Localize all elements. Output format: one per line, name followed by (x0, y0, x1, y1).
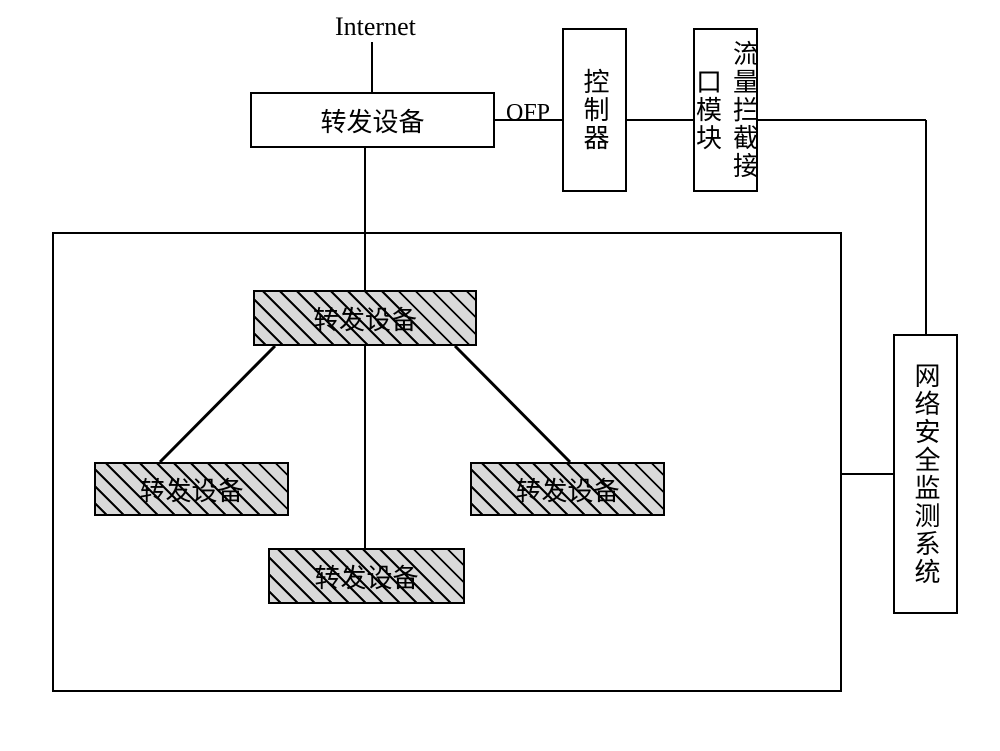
top-forwarding-label: 转发设备 (320, 102, 424, 139)
top-forwarding-device: 转发设备 (250, 92, 495, 148)
controller-label: 控制器 (576, 68, 613, 152)
traffic-intercept-label: 流量拦截接口模块 (689, 30, 763, 190)
right-forwarding-label: 转发设备 (515, 471, 619, 508)
traffic-intercept-module-box: 流量拦截接口模块 (693, 28, 758, 192)
mid-forwarding-device: 转发设备 (253, 290, 477, 346)
right-forwarding-device: 转发设备 (470, 462, 665, 516)
bottom-forwarding-device: 转发设备 (268, 548, 465, 604)
left-forwarding-label: 转发设备 (139, 471, 243, 508)
mid-forwarding-label: 转发设备 (313, 300, 417, 337)
ofp-label: OFP (506, 100, 550, 127)
controller-box: 控制器 (562, 28, 627, 192)
bottom-forwarding-label: 转发设备 (314, 558, 418, 595)
network-security-system-box: 网络安全监测系统 (893, 334, 958, 614)
left-forwarding-device: 转发设备 (94, 462, 289, 516)
internet-label: Internet (335, 12, 416, 42)
security-system-label: 网络安全监测系统 (907, 362, 944, 586)
